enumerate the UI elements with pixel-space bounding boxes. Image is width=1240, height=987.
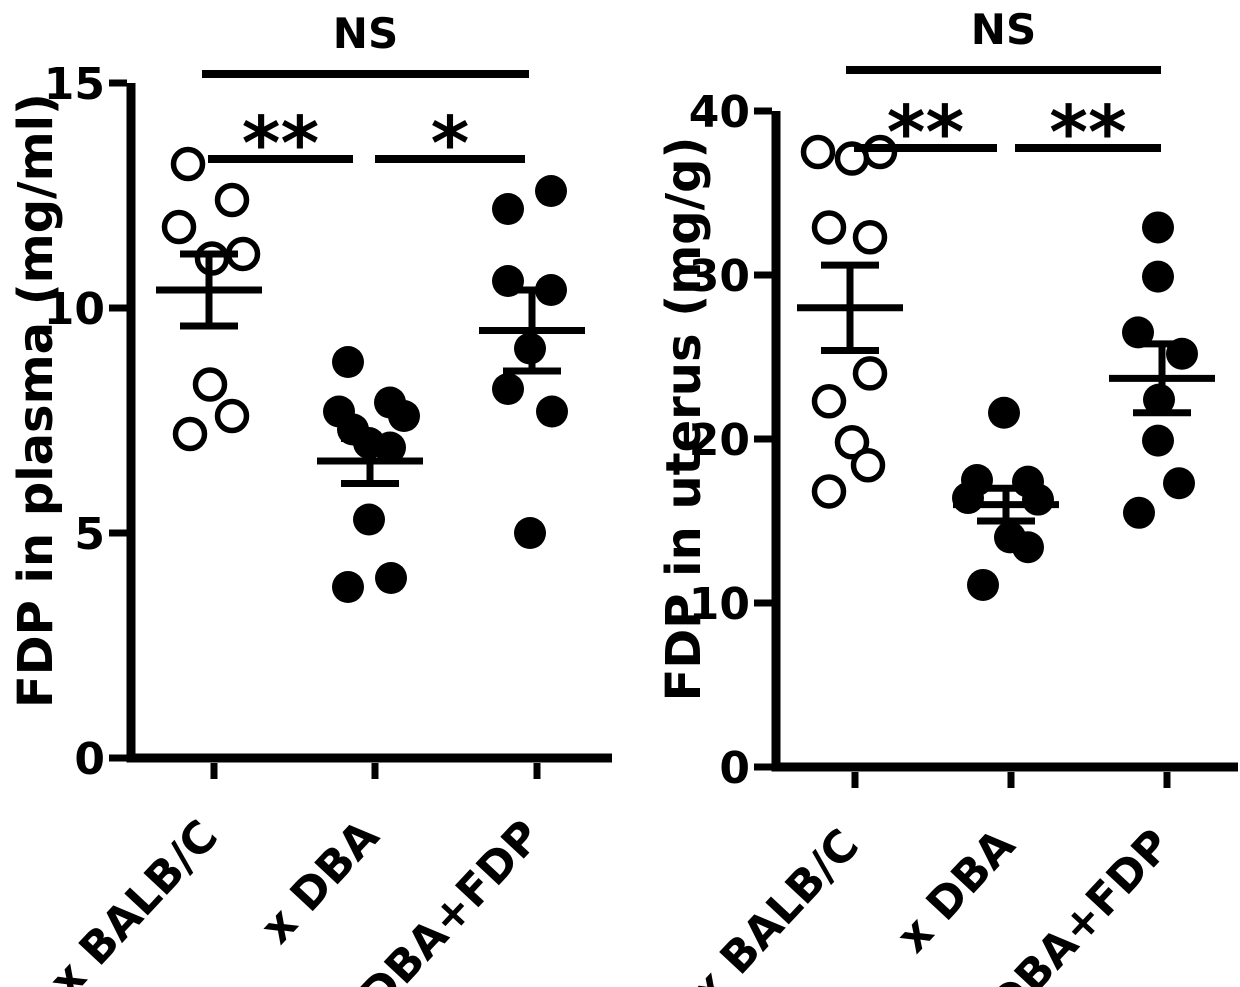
data-point-filled <box>1142 424 1174 457</box>
category-label: x BALB/C <box>40 811 228 987</box>
significance-label: ** <box>887 90 964 176</box>
data-point-filled <box>988 396 1020 429</box>
category-label: x DBA <box>251 811 389 954</box>
category-label: x DBA <box>887 820 1025 963</box>
data-point-open <box>852 220 888 255</box>
significance-label: * <box>431 101 470 187</box>
data-point-filled <box>1123 496 1155 529</box>
category-label: x BALB/C <box>681 820 869 987</box>
y-tick-label: 15 <box>44 59 105 110</box>
y-tick-label: 30 <box>689 251 750 302</box>
data-point-open <box>834 425 870 460</box>
data-point-filled <box>492 193 524 225</box>
data-point-open <box>161 209 197 245</box>
data-point-open <box>170 146 206 182</box>
data-point-open <box>850 447 886 483</box>
significance-label: ** <box>1049 90 1126 176</box>
data-point-open <box>214 182 250 218</box>
data-point-open <box>811 474 847 509</box>
data-point-open <box>192 367 228 402</box>
data-point-filled <box>514 517 546 549</box>
y-axis-label: FDP in uterus (mg/g) <box>656 137 712 702</box>
data-point-open <box>172 416 208 452</box>
data-point-filled <box>1142 211 1174 244</box>
y-tick-label: 10 <box>689 579 750 630</box>
data-point-filled <box>1012 531 1044 564</box>
data-point-filled <box>536 395 568 428</box>
data-point-filled <box>332 346 364 378</box>
data-point-open <box>214 398 250 434</box>
data-point-open <box>800 134 836 170</box>
y-axis-label: FDP in plasma (mg/ml) <box>8 93 64 708</box>
significance-label: ** <box>242 101 319 187</box>
data-point-filled <box>353 503 385 536</box>
data-point-filled <box>967 568 999 601</box>
data-point-filled <box>1163 467 1195 500</box>
data-point-filled <box>388 400 420 432</box>
data-point-filled <box>492 373 524 405</box>
y-tick-label: 10 <box>44 284 105 335</box>
data-point-open <box>811 384 847 419</box>
data-point-open <box>811 210 847 245</box>
data-point-filled <box>1142 260 1174 293</box>
data-point-filled <box>375 562 407 594</box>
y-tick-label: 0 <box>719 743 750 794</box>
significance-label: NS <box>333 9 398 58</box>
y-tick-label: 0 <box>74 734 105 785</box>
significance-label: NS <box>971 5 1036 54</box>
data-point-filled <box>535 175 567 207</box>
y-tick-label: 5 <box>74 509 105 560</box>
y-tick-label: 20 <box>689 415 750 466</box>
data-point-filled <box>332 571 364 603</box>
y-tick-label: 40 <box>689 87 750 138</box>
data-point-open <box>852 356 888 391</box>
